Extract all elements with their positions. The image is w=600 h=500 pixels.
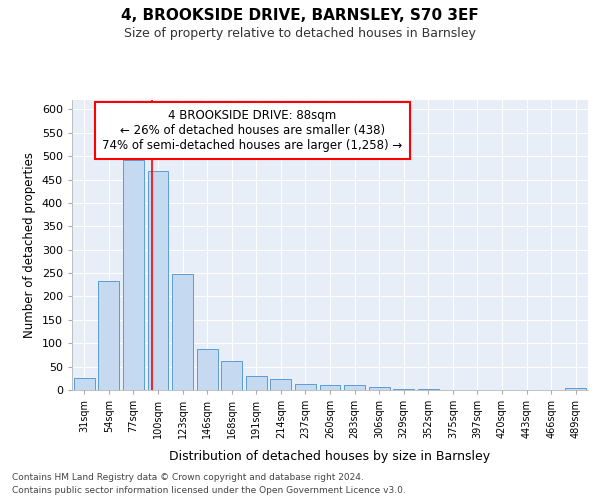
Text: Contains HM Land Registry data © Crown copyright and database right 2024.: Contains HM Land Registry data © Crown c… xyxy=(12,474,364,482)
Text: 4 BROOKSIDE DRIVE: 88sqm
← 26% of detached houses are smaller (438)
74% of semi-: 4 BROOKSIDE DRIVE: 88sqm ← 26% of detach… xyxy=(103,108,403,152)
Bar xyxy=(418,389,439,390)
Bar xyxy=(368,387,389,390)
Bar xyxy=(271,379,292,390)
Text: Size of property relative to detached houses in Barnsley: Size of property relative to detached ho… xyxy=(124,28,476,40)
Bar xyxy=(246,376,267,390)
Bar xyxy=(148,170,169,390)
Text: Contains public sector information licensed under the Open Government Licence v3: Contains public sector information licen… xyxy=(12,486,406,495)
Bar xyxy=(197,349,218,390)
Bar xyxy=(221,360,242,390)
Bar xyxy=(344,386,365,390)
Bar xyxy=(393,388,414,390)
Text: Distribution of detached houses by size in Barnsley: Distribution of detached houses by size … xyxy=(169,450,491,463)
Bar xyxy=(320,385,340,390)
Bar xyxy=(172,274,193,390)
Bar xyxy=(123,160,144,390)
Bar xyxy=(295,384,316,390)
Bar xyxy=(74,378,95,390)
Bar xyxy=(98,281,119,390)
Y-axis label: Number of detached properties: Number of detached properties xyxy=(23,152,36,338)
Text: 4, BROOKSIDE DRIVE, BARNSLEY, S70 3EF: 4, BROOKSIDE DRIVE, BARNSLEY, S70 3EF xyxy=(121,8,479,22)
Bar xyxy=(565,388,586,390)
